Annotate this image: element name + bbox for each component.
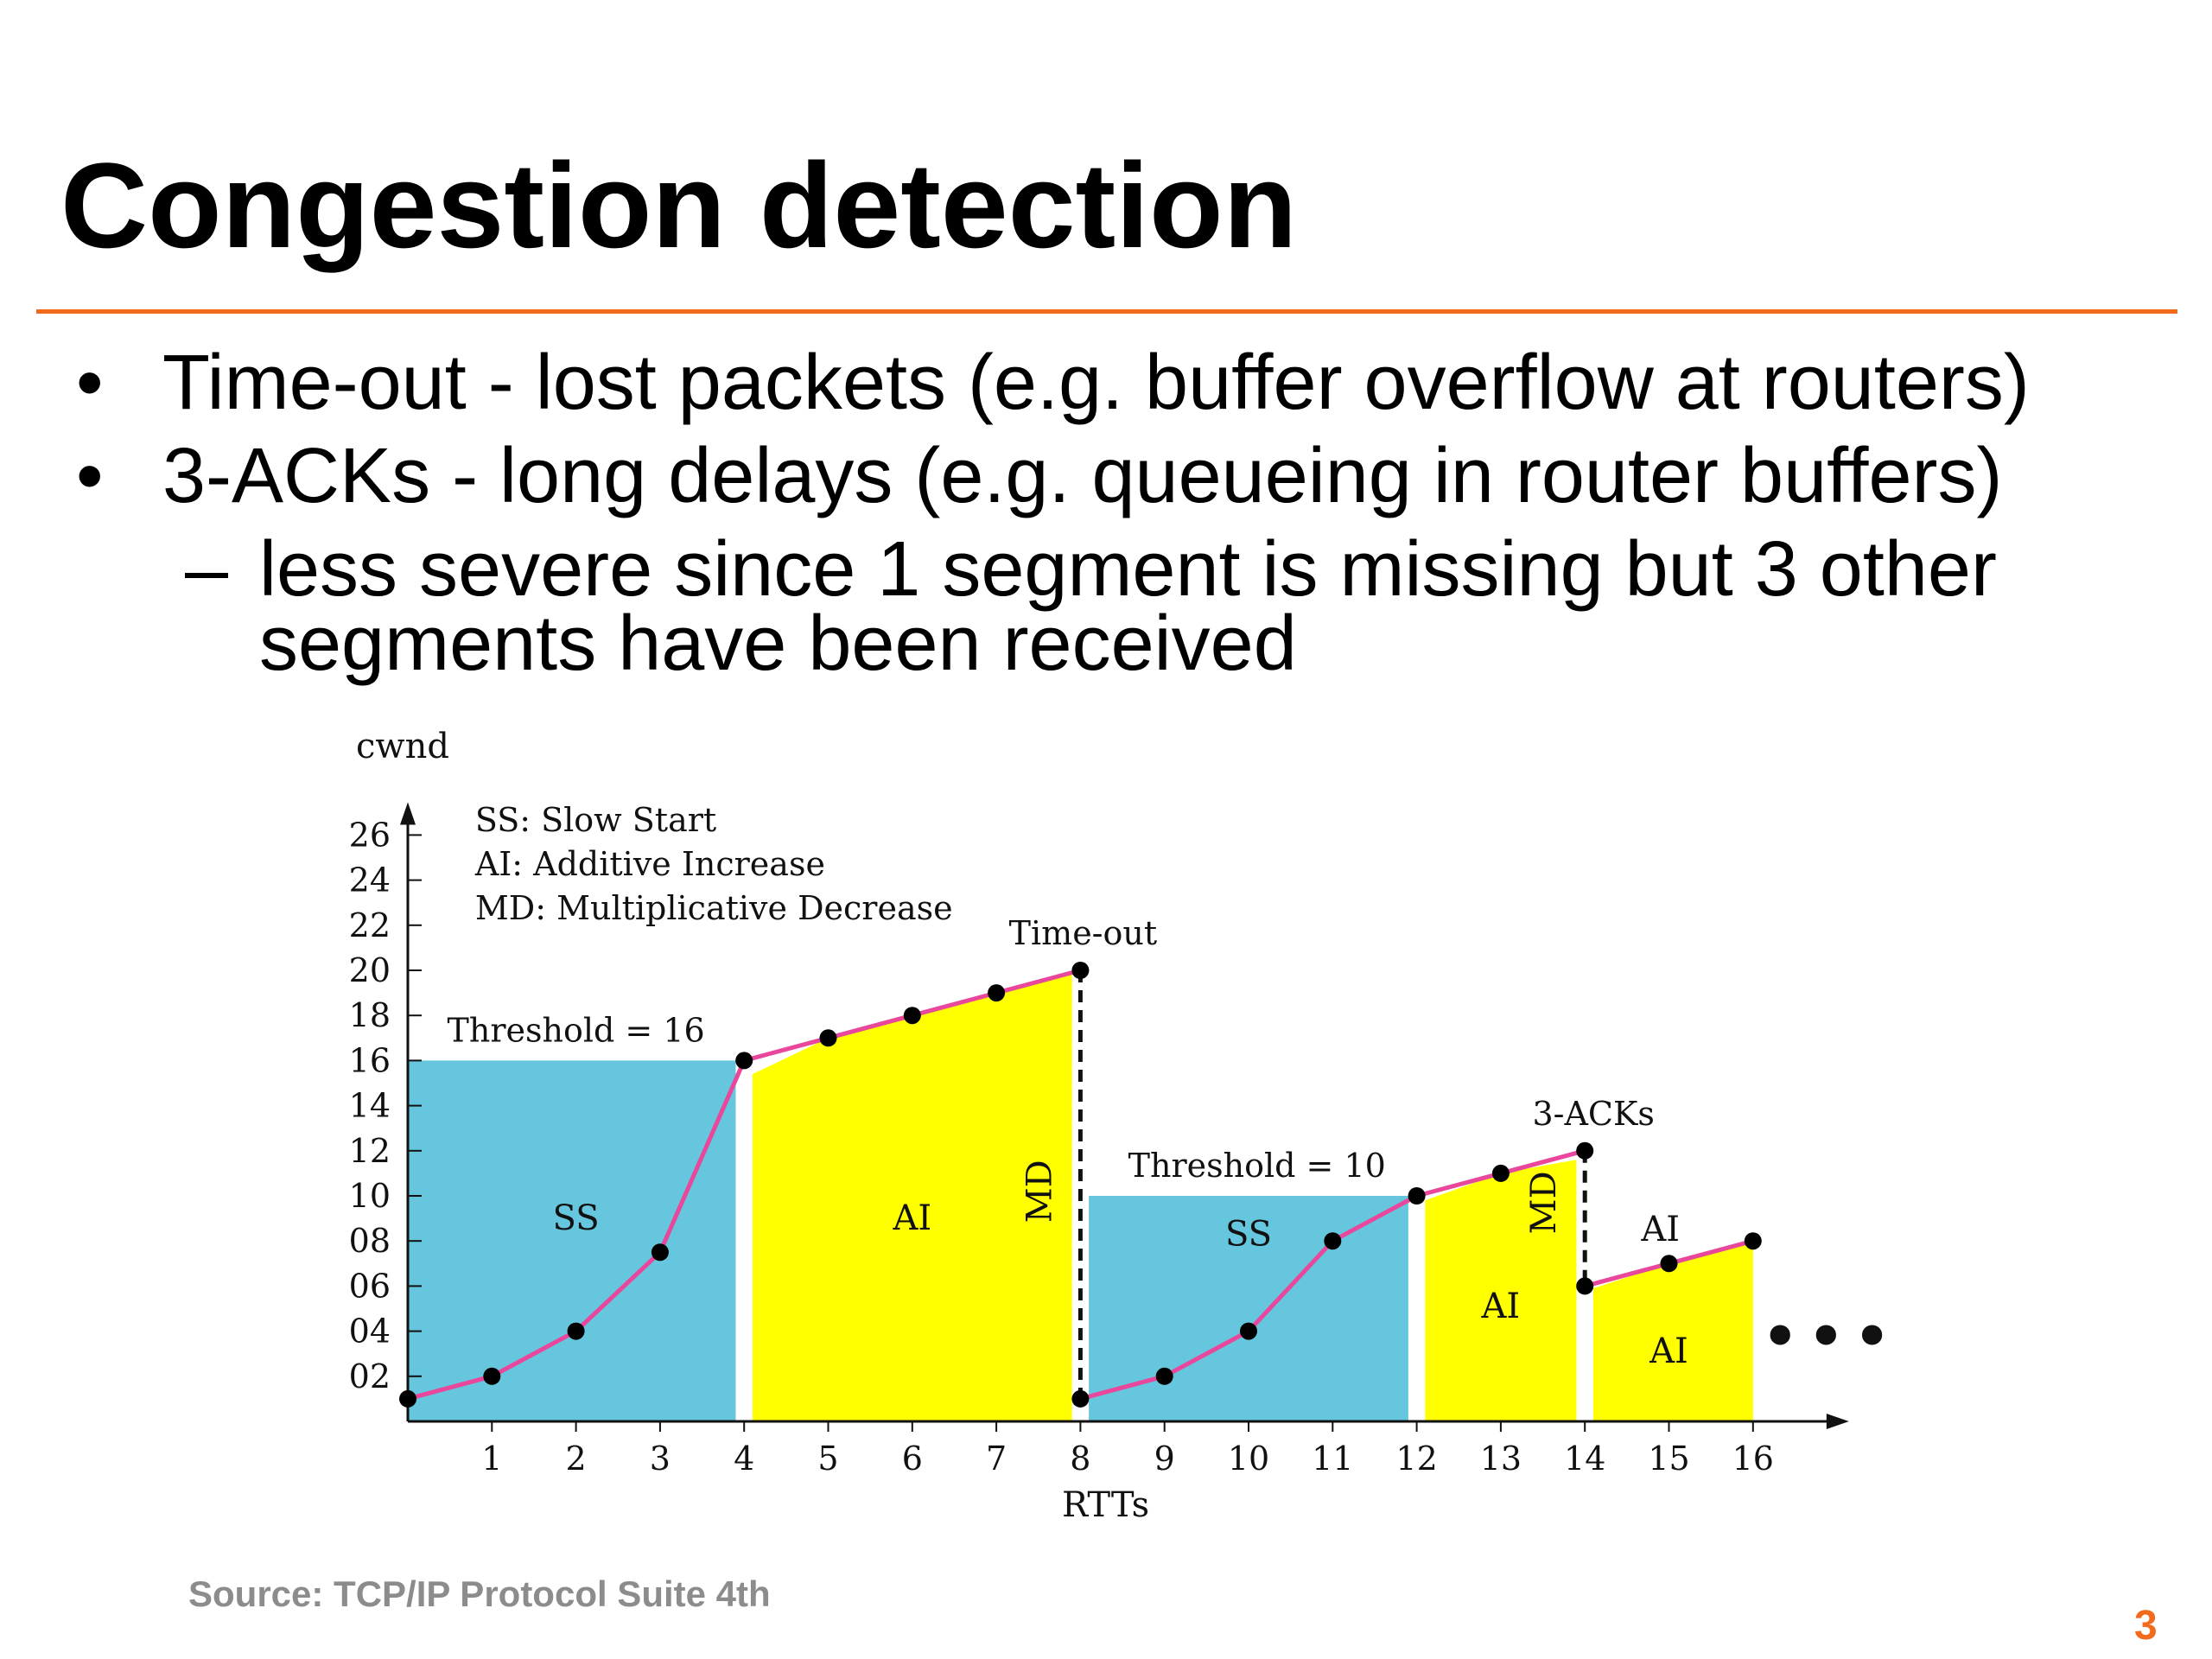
y-tick-label: 22 bbox=[349, 906, 391, 944]
legend-entry: MD: Multiplicative Decrease bbox=[475, 889, 953, 927]
x-tick-label: 6 bbox=[902, 1440, 923, 1478]
y-tick-label: 24 bbox=[349, 861, 391, 899]
y-tick-label: 26 bbox=[349, 816, 391, 854]
y-tick-label: 12 bbox=[349, 1132, 391, 1170]
data-point bbox=[1491, 1164, 1510, 1182]
region-label: AI bbox=[1649, 1332, 1688, 1371]
y-tick-label: 06 bbox=[349, 1267, 391, 1305]
data-point bbox=[735, 1052, 753, 1070]
x-tick-label: 8 bbox=[1070, 1440, 1090, 1478]
continuation-dots: ••• bbox=[1760, 1297, 1898, 1377]
region-label: AI bbox=[892, 1198, 931, 1238]
data-point bbox=[1576, 1141, 1594, 1160]
data-point bbox=[1744, 1232, 1762, 1250]
title-divider bbox=[36, 309, 2177, 314]
bullet-text: Time-out - lost packets (e.g. buffer ove… bbox=[162, 340, 2030, 426]
x-tick-label: 10 bbox=[1228, 1440, 1269, 1478]
page-number: 3 bbox=[2134, 1603, 2158, 1649]
x-tick-label: 9 bbox=[1154, 1440, 1175, 1478]
data-point bbox=[651, 1243, 669, 1262]
data-point bbox=[1155, 1367, 1173, 1385]
region-ai bbox=[1425, 1160, 1577, 1421]
legend-entry: SS: Slow Start bbox=[475, 801, 716, 839]
data-point bbox=[1408, 1187, 1426, 1205]
region-ai bbox=[752, 972, 1072, 1421]
x-tick-label: 1 bbox=[481, 1440, 502, 1478]
x-tick-label: 12 bbox=[1395, 1440, 1437, 1478]
bullet-marker: • bbox=[76, 433, 104, 519]
y-tick-label: 02 bbox=[349, 1357, 391, 1395]
data-point bbox=[399, 1389, 416, 1408]
threshold-label: Threshold = 10 bbox=[1128, 1147, 1386, 1185]
y-tick-label: 18 bbox=[349, 996, 391, 1034]
x-tick-label: 16 bbox=[1732, 1440, 1774, 1478]
data-point bbox=[819, 1029, 837, 1047]
y-tick-label: 08 bbox=[349, 1222, 391, 1260]
event-label: Time-out bbox=[1009, 914, 1157, 952]
x-axis-title: RTTs bbox=[1062, 1485, 1149, 1525]
data-point bbox=[903, 1007, 921, 1025]
legend-entry: AI: Additive Increase bbox=[474, 845, 825, 883]
y-tick-label: 04 bbox=[349, 1313, 391, 1351]
data-point bbox=[567, 1322, 585, 1340]
md-label: MD bbox=[1524, 1171, 1564, 1234]
y-axis-arrowhead bbox=[400, 802, 416, 825]
bullet-marker: • bbox=[76, 340, 104, 426]
x-axis-arrowhead bbox=[1826, 1414, 1849, 1429]
x-tick-label: 5 bbox=[817, 1440, 838, 1478]
x-tick-label: 4 bbox=[734, 1440, 754, 1478]
threshold-label: Threshold = 16 bbox=[448, 1011, 705, 1049]
x-tick-label: 3 bbox=[650, 1440, 671, 1478]
y-axis-title: cwnd bbox=[356, 727, 449, 766]
data-point bbox=[1660, 1255, 1678, 1273]
x-tick-label: 13 bbox=[1480, 1440, 1522, 1478]
x-tick-label: 11 bbox=[1312, 1440, 1353, 1478]
data-point bbox=[1071, 962, 1090, 979]
sub-bullet-text: less severe since 1 segment is missing b… bbox=[259, 526, 1997, 613]
bullet-text: 3-ACKs - long delays (e.g. queueing in r… bbox=[162, 433, 2003, 519]
data-point bbox=[1071, 1389, 1090, 1408]
sub-bullet-marker: – bbox=[185, 526, 229, 613]
region-ss bbox=[408, 1060, 736, 1421]
data-point bbox=[1324, 1232, 1342, 1250]
slide-title: Congestion detection bbox=[60, 137, 1298, 273]
sub-bullet-continuation: segments have been received bbox=[259, 601, 1297, 687]
region-label: AI bbox=[1640, 1210, 1680, 1249]
y-tick-label: 10 bbox=[349, 1177, 391, 1215]
event-label: 3-ACKs bbox=[1532, 1095, 1654, 1133]
data-point bbox=[483, 1367, 501, 1385]
data-point bbox=[988, 984, 1006, 1002]
x-tick-label: 15 bbox=[1648, 1440, 1689, 1478]
y-tick-label: 14 bbox=[349, 1087, 391, 1125]
region-label: SS bbox=[1225, 1214, 1272, 1254]
x-tick-label: 14 bbox=[1564, 1440, 1605, 1478]
region-label: SS bbox=[553, 1198, 600, 1238]
md-label: MD bbox=[1020, 1160, 1059, 1223]
source-note: Source: TCP/IP Protocol Suite 4th bbox=[188, 1573, 771, 1614]
region-ai bbox=[1592, 1241, 1753, 1421]
data-point bbox=[1576, 1277, 1594, 1295]
y-tick-label: 16 bbox=[349, 1041, 391, 1079]
data-point bbox=[1240, 1322, 1257, 1340]
y-tick-label: 20 bbox=[349, 951, 391, 989]
x-tick-label: 7 bbox=[986, 1440, 1007, 1478]
region-label: AI bbox=[1481, 1287, 1521, 1326]
x-tick-label: 2 bbox=[566, 1440, 587, 1478]
region-ss bbox=[1089, 1196, 1408, 1421]
